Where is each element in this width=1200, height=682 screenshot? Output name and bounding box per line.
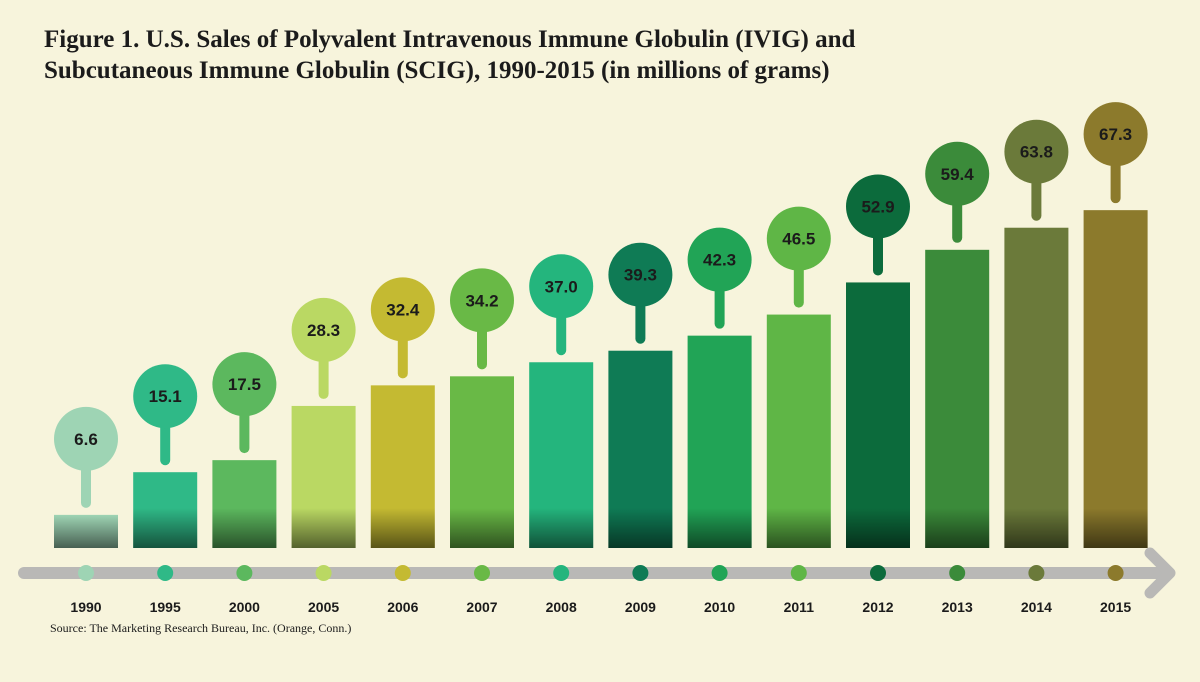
bar-base-shade	[212, 508, 277, 548]
data-label: 52.9	[861, 197, 894, 216]
value-pin	[608, 242, 673, 307]
bar-base-shade	[133, 508, 198, 548]
x-tick-label: 2015	[1100, 599, 1131, 615]
bar-base-shade	[370, 508, 435, 548]
data-label: 17.5	[228, 375, 261, 394]
bar-base-shade	[846, 508, 910, 548]
value-pin	[925, 141, 990, 206]
data-label: 63.8	[1020, 143, 1053, 162]
x-tick-label: 1995	[150, 599, 181, 615]
x-tick-label: 2011	[784, 599, 815, 615]
x-tick-label: 2008	[546, 599, 577, 615]
x-tick-label: 2006	[387, 599, 418, 615]
timeline-dot	[157, 565, 174, 581]
x-tick-label: 2000	[229, 599, 260, 615]
value-pin	[846, 174, 910, 239]
data-label: 59.4	[941, 165, 975, 184]
timeline-axis	[18, 547, 1176, 599]
bar	[1083, 210, 1148, 549]
timeline-dot	[394, 565, 411, 581]
timeline-dot	[78, 565, 94, 581]
data-label: 34.2	[465, 291, 498, 310]
data-label: 28.3	[307, 321, 340, 340]
value-pin	[766, 206, 831, 271]
bar	[1004, 227, 1069, 548]
x-tick-label: 2007	[466, 599, 497, 615]
data-label: 39.3	[624, 266, 657, 285]
x-tick-label: 2010	[704, 599, 735, 615]
timeline-dot	[553, 565, 570, 581]
bar-base-shade	[925, 508, 990, 548]
data-label: 67.3	[1099, 125, 1132, 144]
timeline-dot	[870, 565, 886, 581]
data-label: 6.6	[74, 430, 98, 449]
value-pin	[291, 297, 356, 362]
timeline-dot	[1028, 565, 1045, 581]
x-tick-label: 2013	[942, 599, 973, 615]
value-pin	[529, 254, 594, 319]
x-tick-label: 2012	[862, 599, 893, 615]
bar	[846, 282, 910, 548]
value-pin	[133, 364, 198, 429]
timeline-dot	[315, 565, 332, 581]
value-pin	[370, 277, 435, 342]
value-pin	[687, 227, 752, 292]
bar-base-shade	[766, 508, 831, 548]
timeline-dot	[949, 565, 966, 581]
timeline-dot	[632, 565, 649, 581]
bar-base-shade	[1004, 508, 1069, 548]
data-label: 32.4	[386, 300, 420, 319]
bar-base-shade	[529, 508, 594, 548]
chart-title-line-1: Figure 1. U.S. Sales of Polyvalent Intra…	[44, 26, 856, 53]
chart-title: Figure 1. U.S. Sales of Polyvalent Intra…	[44, 24, 944, 86]
value-pin	[54, 406, 118, 471]
data-label: 42.3	[703, 251, 736, 270]
value-pin	[1004, 119, 1069, 184]
timeline-dot	[1107, 565, 1124, 581]
x-tick-label: 2005	[308, 599, 339, 615]
value-pin	[212, 352, 277, 417]
timeline-dot	[790, 565, 807, 581]
timeline-dot	[474, 565, 490, 581]
x-tick-label: 2009	[625, 599, 656, 615]
data-label: 15.1	[149, 387, 182, 406]
data-label: 37.0	[545, 277, 578, 296]
source-note: Source: The Marketing Research Bureau, I…	[50, 621, 352, 635]
bar-base-shade	[450, 508, 514, 548]
x-tick-label: 2014	[1021, 599, 1052, 615]
bar-base-shade	[54, 514, 118, 548]
bar-base-shade	[687, 508, 752, 548]
bar-base-shade	[291, 508, 356, 548]
bar-base-shade	[608, 508, 673, 548]
bar	[925, 249, 990, 548]
bar-base-shade	[1083, 508, 1148, 548]
chart-title-line-2: Subcutaneous Immune Globulin (SCIG), 199…	[44, 57, 830, 84]
timeline-arrowhead	[1144, 547, 1176, 599]
timeline-dot	[711, 565, 728, 581]
data-label: 46.5	[782, 230, 815, 249]
value-pin	[450, 268, 514, 333]
x-tick-label: 1990	[70, 599, 101, 615]
value-pin	[1083, 102, 1148, 167]
timeline-dot	[236, 565, 253, 581]
